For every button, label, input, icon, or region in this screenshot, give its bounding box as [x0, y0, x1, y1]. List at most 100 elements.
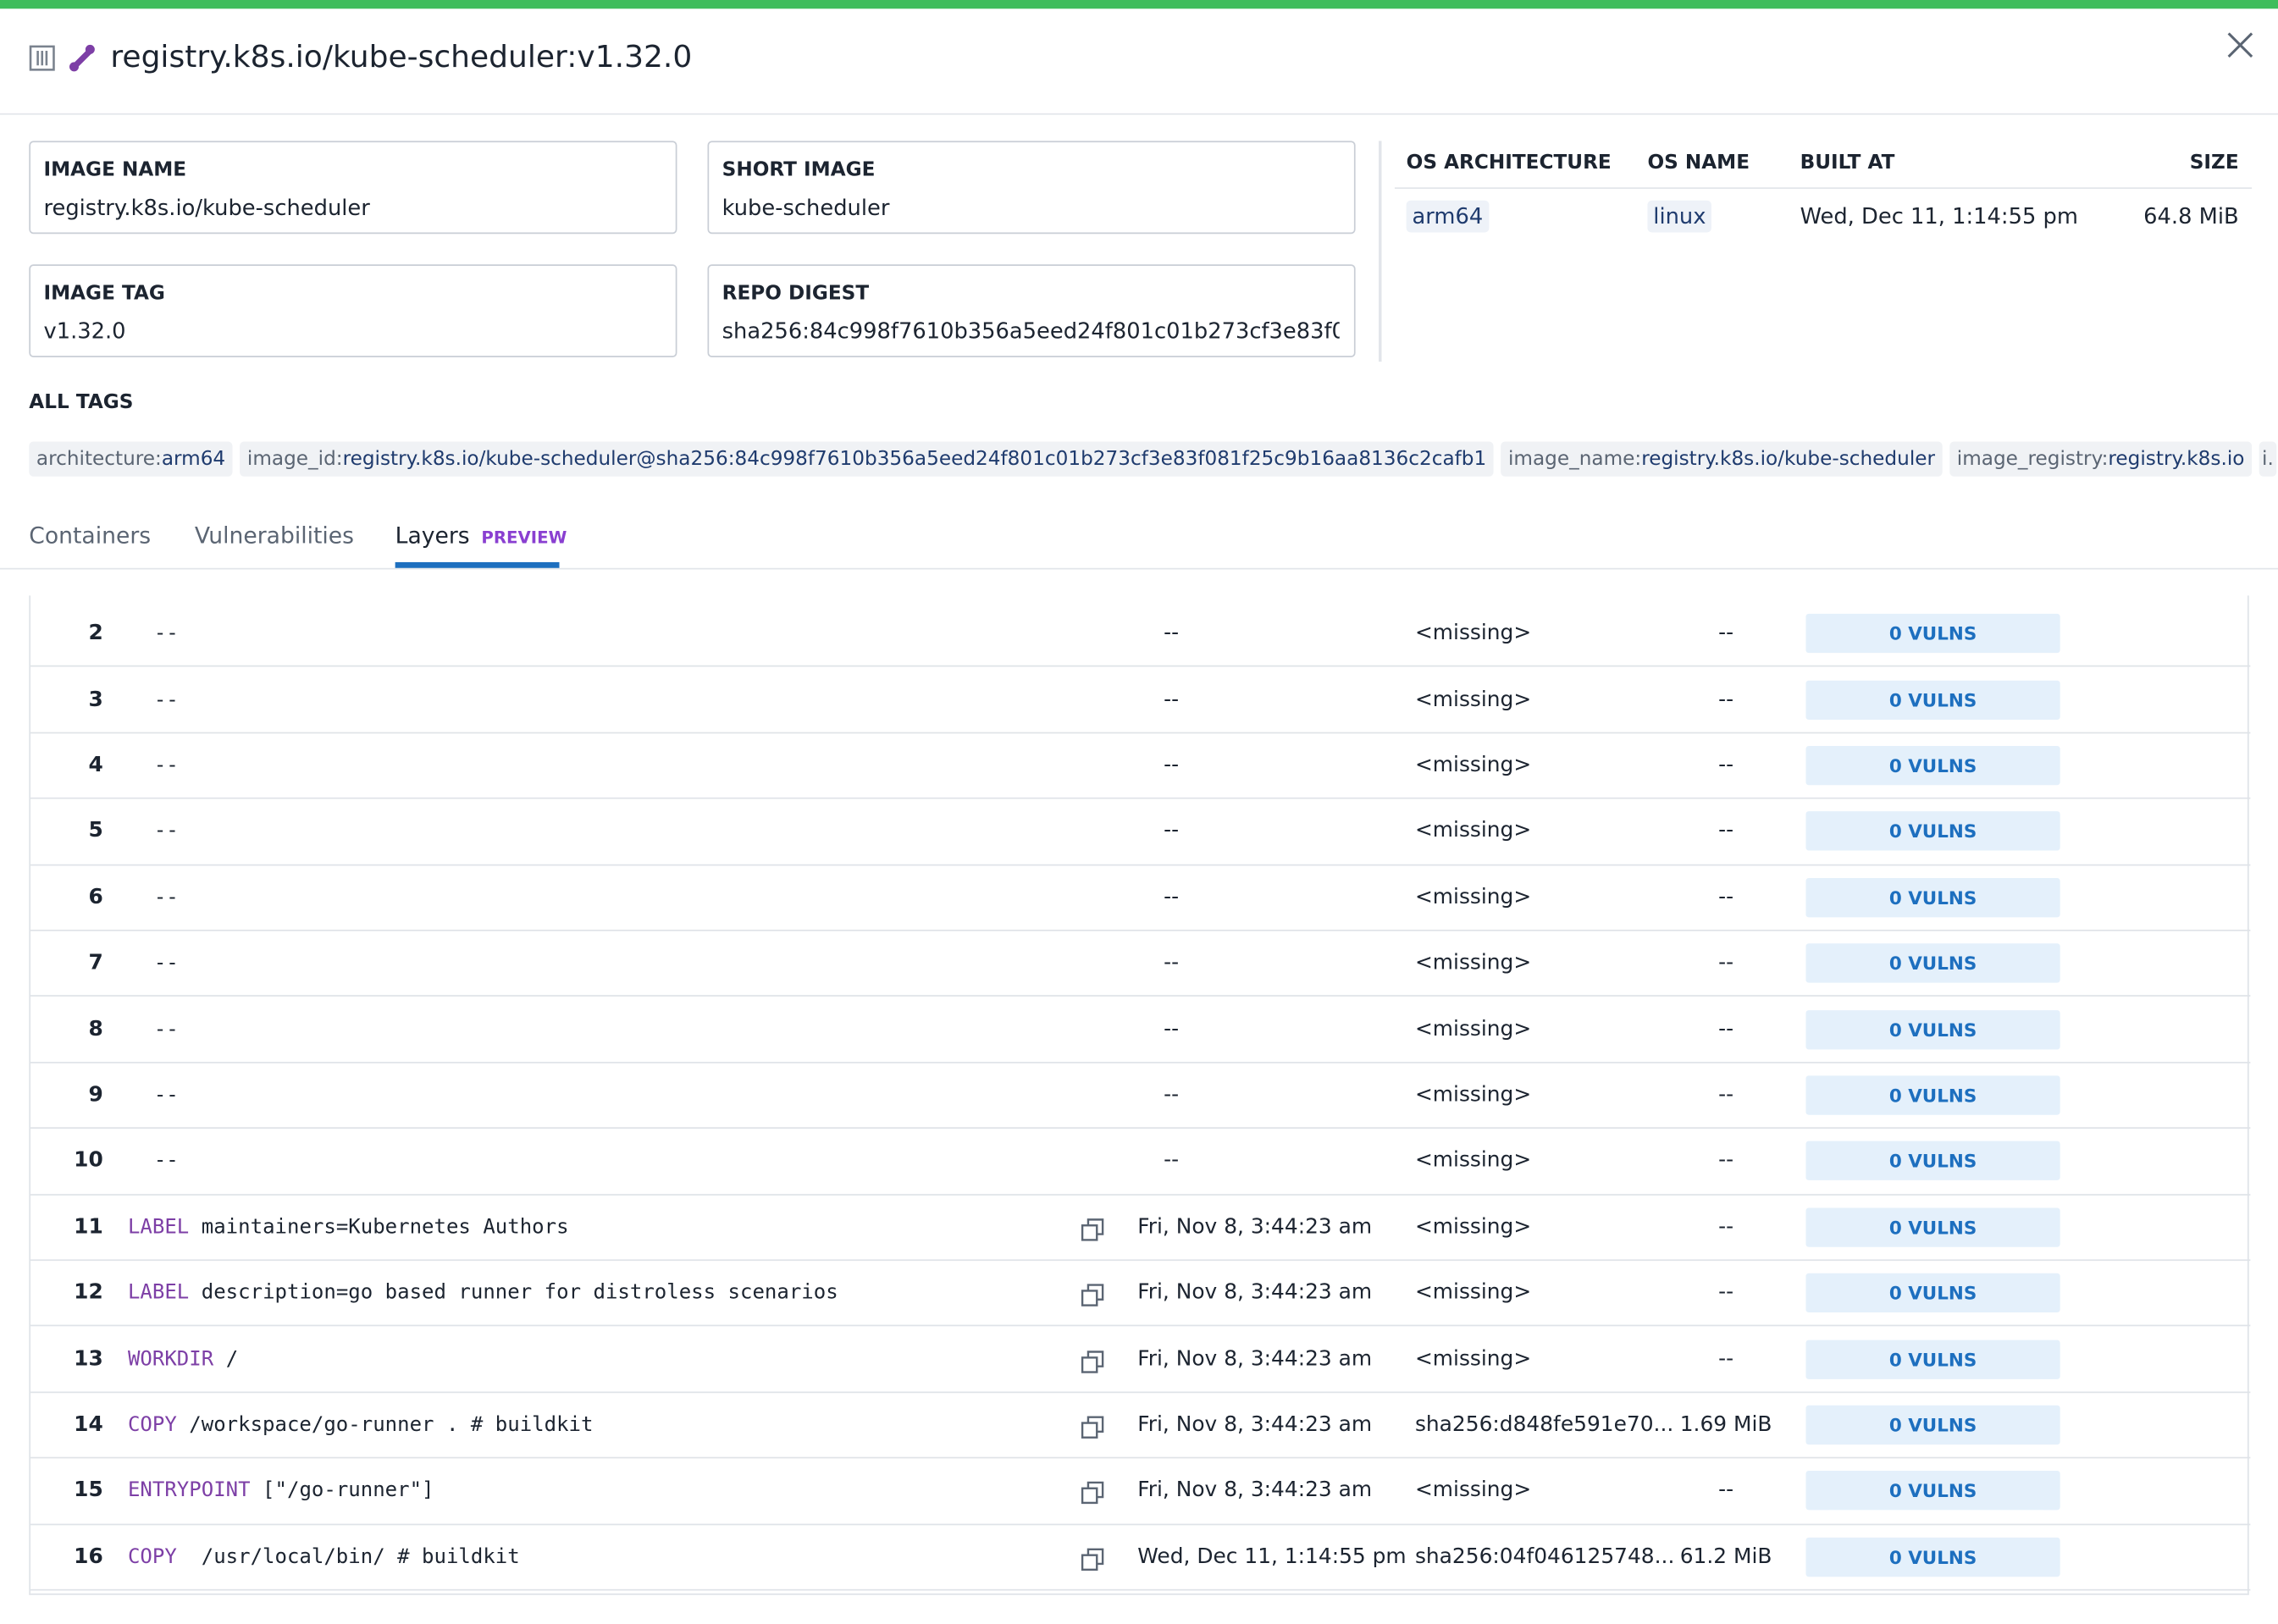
- field-label: IMAGE NAME: [43, 157, 187, 182]
- layer-row: 9 -- -- <missing> -- 0 VULNS: [30, 1063, 2251, 1130]
- tag[interactable]: image_registry:registry.k8s.io: [1949, 441, 2253, 477]
- tag[interactable]: i.: [2259, 441, 2277, 477]
- command-args: /: [225, 1347, 239, 1371]
- vulns-badge[interactable]: 0 VULNS: [1805, 680, 2060, 720]
- layer-created: --: [1164, 820, 1180, 843]
- tab-label: Containers: [29, 522, 152, 550]
- layer-row: 12 LABEL description=go based runner for …: [30, 1261, 2251, 1327]
- layer-created: --: [1164, 621, 1180, 646]
- copy-button[interactable]: [1081, 1284, 1104, 1307]
- layer-created: Fri, Nov 8, 3:44:23 am: [1137, 1281, 1373, 1305]
- command-args: --: [153, 1083, 179, 1108]
- vulns-badge[interactable]: 0 VULNS: [1805, 1273, 2060, 1313]
- layer-command: LABEL maintainers=Kubernetes Authors: [128, 1216, 569, 1239]
- vulns-badge[interactable]: 0 VULNS: [1805, 1075, 2060, 1115]
- command-args: --: [153, 1017, 179, 1041]
- layer-row: 6 -- -- <missing> -- 0 VULNS: [30, 865, 2251, 931]
- layer-index: 4: [88, 754, 103, 777]
- layer-created: Fri, Nov 8, 3:44:23 am: [1137, 1215, 1373, 1239]
- vulns-badge[interactable]: 0 VULNS: [1805, 1141, 2060, 1181]
- tab[interactable]: Layers PREVIEW: [395, 523, 567, 550]
- layer-command: COPY /workspace/go-runner . # buildkit: [128, 1413, 594, 1436]
- command-args: --: [153, 621, 179, 646]
- copy-button[interactable]: [1081, 1482, 1104, 1505]
- layer-created: --: [1164, 688, 1180, 711]
- vulns-badge[interactable]: 0 VULNS: [1805, 1405, 2060, 1445]
- command-args: --: [153, 688, 179, 711]
- command-args: --: [153, 754, 179, 777]
- copy-button[interactable]: [1081, 1218, 1104, 1241]
- tag[interactable]: image_name:registry.k8s.io/kube-schedule…: [1501, 441, 1943, 477]
- layer-size: --: [1718, 952, 1734, 975]
- layer-digest: <missing>: [1414, 952, 1532, 975]
- layer-row: 11 LABEL maintainers=Kubernetes Authors Fr…: [30, 1195, 2251, 1262]
- field-value: v1.32.0: [43, 318, 126, 345]
- layer-index: 9: [88, 1083, 103, 1108]
- active-tab-indicator: [395, 561, 560, 568]
- vulns-badge[interactable]: 0 VULNS: [1805, 1009, 2060, 1049]
- tag[interactable]: image_id:registry.k8s.io/kube-scheduler@…: [240, 441, 1494, 477]
- layer-index: 14: [74, 1413, 103, 1437]
- vulns-badge[interactable]: 0 VULNS: [1805, 811, 2060, 852]
- layer-created: Wed, Dec 11, 1:14:55 pm: [1137, 1544, 1407, 1569]
- copy-button[interactable]: [1081, 1548, 1104, 1571]
- column-header: OS NAME: [1647, 151, 1750, 174]
- vulns-badge[interactable]: 0 VULNS: [1805, 745, 2060, 786]
- layer-size: --: [1718, 820, 1734, 843]
- command-keyword: LABEL: [127, 1215, 190, 1239]
- layer-created: --: [1164, 886, 1180, 909]
- layer-index: 16: [74, 1544, 103, 1569]
- layer-command: --: [154, 754, 179, 776]
- copy-button[interactable]: [1081, 1350, 1104, 1373]
- divider: [1394, 187, 2253, 190]
- layer-size: 61.2 MiB: [1679, 1544, 1772, 1569]
- table-cell: 64.8 MiB: [2143, 203, 2239, 229]
- image-icon: [69, 44, 95, 72]
- copy-button[interactable]: [1081, 1416, 1104, 1439]
- tab[interactable]: Containers: [29, 523, 151, 550]
- vulns-badge[interactable]: 0 VULNS: [1805, 1537, 2060, 1577]
- layer-created: --: [1164, 1149, 1180, 1174]
- field-label: IMAGE TAG: [43, 281, 165, 306]
- value-pill: linux: [1647, 200, 1712, 233]
- layer-command: --: [154, 1150, 179, 1173]
- layer-size: --: [1718, 1149, 1734, 1174]
- vulns-badge[interactable]: 0 VULNS: [1805, 1471, 2060, 1511]
- vulns-badge[interactable]: 0 VULNS: [1805, 614, 2060, 654]
- divider: [1379, 141, 1382, 362]
- layers-table: 2 -- -- <missing> -- 0 VULNS 3 -- -- <missing> -- 0…: [29, 595, 2251, 1595]
- info-field: REPO DIGEST sha256:84c998f7610b356a5eed24…: [707, 264, 1356, 358]
- layer-index: 6: [88, 886, 103, 909]
- layer-digest: <missing>: [1414, 820, 1532, 843]
- vulns-badge[interactable]: 0 VULNS: [1805, 1207, 2060, 1247]
- layer-row: 10 -- -- <missing> -- 0 VULNS: [30, 1129, 2251, 1196]
- tab[interactable]: Vulnerabilities: [195, 523, 354, 550]
- tag-list: architecture:arm64 image_id:registry.k8s.…: [29, 441, 2277, 477]
- vulns-badge[interactable]: 0 VULNS: [1805, 877, 2060, 918]
- field-value: sha256:84c998f7610b356a5eed24f801c01b273…: [722, 318, 1340, 345]
- column-header: OS ARCHITECTURE: [1406, 151, 1612, 174]
- tab-label: Vulnerabilities: [194, 522, 355, 550]
- layer-command: --: [154, 688, 179, 710]
- layer-row: 4 -- -- <missing> -- 0 VULNS: [30, 733, 2251, 799]
- layer-size: --: [1718, 886, 1734, 909]
- layer-size: --: [1718, 754, 1734, 777]
- vulns-badge[interactable]: 0 VULNS: [1805, 1339, 2060, 1379]
- field-value: registry.k8s.io/kube-scheduler: [43, 194, 370, 221]
- command-keyword: COPY: [127, 1413, 177, 1437]
- layer-size: --: [1718, 1017, 1734, 1041]
- layer-digest: <missing>: [1414, 1017, 1532, 1041]
- layer-index: 11: [74, 1215, 103, 1239]
- layer-index: 15: [74, 1479, 103, 1503]
- command-keyword: LABEL: [127, 1281, 190, 1305]
- layer-row: 2 -- -- <missing> -- 0 VULNS: [30, 601, 2251, 668]
- close-button[interactable]: [2227, 32, 2253, 58]
- command-args: --: [153, 820, 179, 843]
- layer-created: --: [1164, 1017, 1180, 1041]
- tag[interactable]: architecture:arm64: [29, 441, 233, 477]
- layer-digest: <missing>: [1414, 754, 1532, 777]
- table-cell: linux: [1647, 200, 1712, 233]
- vulns-badge[interactable]: 0 VULNS: [1805, 943, 2060, 983]
- command-args: maintainers=Kubernetes Authors: [201, 1215, 569, 1239]
- command-args: --: [153, 886, 179, 909]
